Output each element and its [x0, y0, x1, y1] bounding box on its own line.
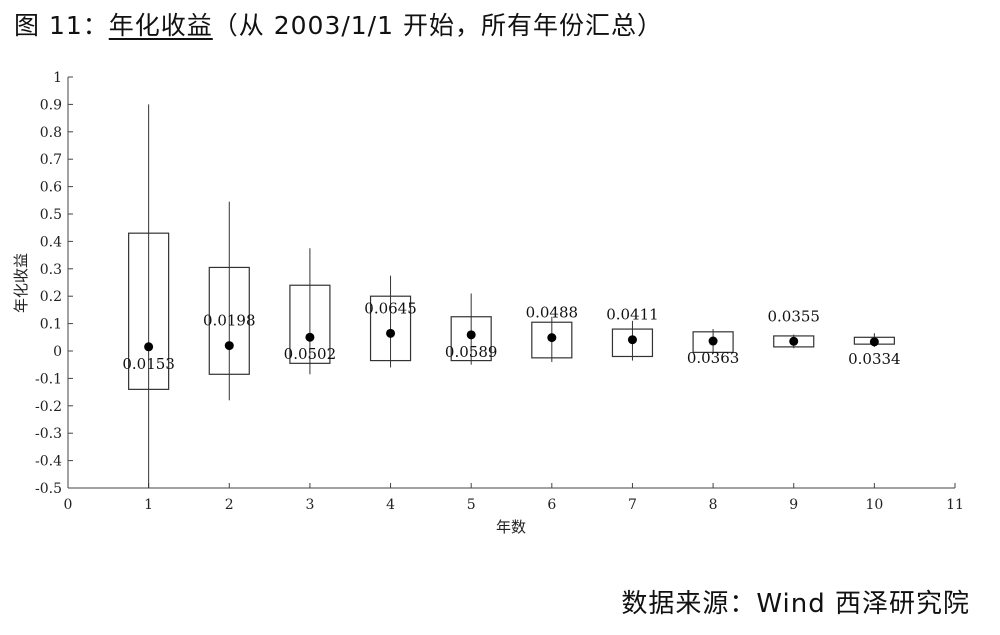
mean-data-label: 0.0488: [526, 304, 579, 322]
figure-label: 图 11：: [14, 11, 109, 40]
plot-layer: -0.5 -0.4 -0.3 -0.2 -0.1 0 0.1 0.2 0.3 0.4 0.5 0.6 0…: [35, 70, 964, 513]
x-axis-title: 年数: [496, 518, 526, 536]
x-tick-label: 11: [946, 497, 964, 513]
mean-data-label: 0.0363: [687, 349, 740, 367]
mean-point: [627, 335, 637, 345]
y-tick-label: 0.5: [40, 207, 62, 223]
mean-point: [789, 336, 799, 346]
y-tick-label: 0.4: [40, 234, 62, 250]
y-tick-label: 0: [53, 344, 62, 360]
x-tick-label: 1: [144, 497, 153, 513]
y-tick-label: 0.2: [40, 289, 62, 305]
x-tick-label: 8: [709, 497, 718, 513]
y-tick-label: -0.1: [35, 371, 62, 387]
mean-point: [305, 332, 315, 342]
x-tick-label: 5: [467, 497, 476, 513]
y-tick-label: 0.8: [40, 125, 62, 141]
x-tick-label: 4: [386, 497, 395, 513]
y-axis-title: 年化收益: [12, 253, 30, 313]
y-tick-label: -0.4: [35, 454, 62, 470]
mean-point: [144, 342, 154, 352]
x-tick-label: 0: [64, 497, 73, 513]
mean-data-label: 0.0589: [445, 343, 498, 361]
y-tick-label: 0.9: [40, 97, 62, 113]
y-tick-label: -0.2: [35, 399, 62, 415]
x-tick-label: 9: [789, 497, 798, 513]
mean-data-label: 0.0645: [364, 299, 417, 317]
y-tick-label: 0.6: [40, 180, 62, 196]
mean-point: [466, 330, 476, 340]
y-tick-label: -0.3: [35, 426, 62, 442]
mean-data-label: 0.0411: [606, 306, 659, 324]
mean-data-label: 0.0502: [284, 345, 337, 363]
mean-point: [224, 341, 234, 351]
x-tick-label: 3: [305, 497, 314, 513]
mean-data-label: 0.0153: [122, 355, 175, 373]
mean-data-label: 0.0355: [767, 307, 820, 325]
mean-point: [869, 337, 879, 347]
x-tick-label: 6: [547, 497, 556, 513]
mean-point: [708, 336, 718, 346]
figure-subtitle: （从 2003/1/1 开始，所有年份汇总）: [212, 11, 663, 40]
y-tick-label: 1: [53, 70, 62, 86]
y-tick-label: -0.5: [35, 481, 62, 497]
figure-title: 年化收益: [108, 11, 213, 40]
y-tick-label: 0.7: [40, 152, 62, 168]
y-tick-label: 0.3: [40, 262, 62, 278]
x-tick-label: 2: [225, 497, 234, 513]
mean-point: [547, 333, 557, 343]
x-tick-label: 10: [865, 497, 883, 513]
figure-header: 图 11：年化收益（从 2003/1/1 开始，所有年份汇总）: [14, 6, 663, 46]
x-tick-label: 7: [628, 497, 637, 513]
y-tick-label: 0.1: [40, 317, 62, 333]
mean-data-label: 0.0198: [203, 312, 256, 330]
mean-data-label: 0.0334: [848, 350, 901, 368]
source-note: 数据来源：Wind 西泽研究院: [621, 589, 970, 619]
mean-point: [386, 328, 396, 338]
